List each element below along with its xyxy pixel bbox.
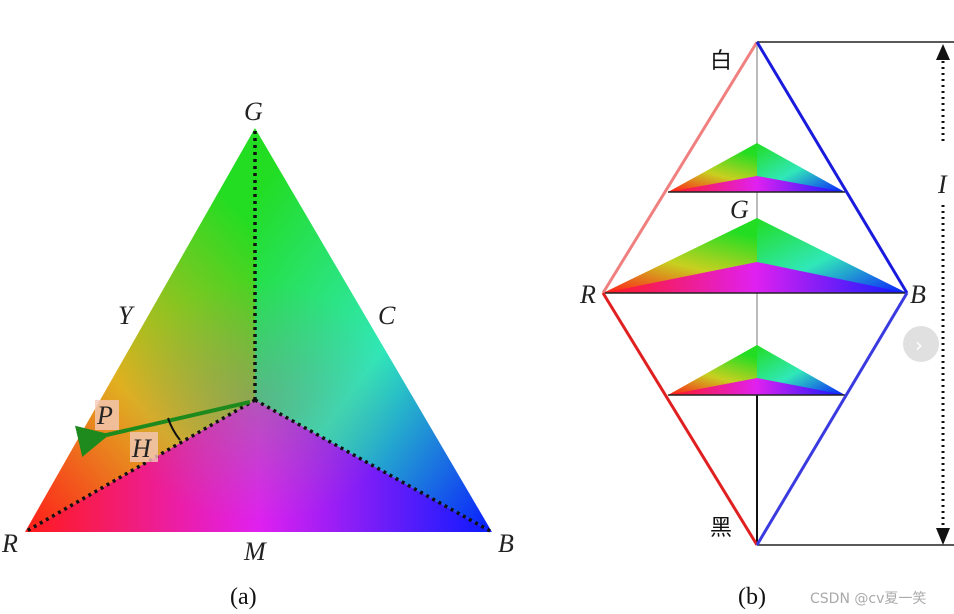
- label-p: P: [96, 401, 113, 430]
- caption-b: (b): [738, 584, 766, 610]
- label-i: I: [937, 170, 948, 199]
- caption-a: (a): [230, 584, 257, 610]
- point-label-bg: [95, 400, 119, 430]
- saturation-arrow: [75, 400, 251, 457]
- arrow-head-down: [936, 528, 950, 545]
- label-c: C: [378, 301, 396, 330]
- label-y: Y: [118, 301, 135, 330]
- watermark: CSDN @cv夏一笑: [810, 591, 926, 607]
- hue-triangle: [24, 128, 493, 534]
- label-b: B: [498, 529, 514, 558]
- label-b-g: G: [730, 195, 749, 224]
- chevron-right-icon: ›: [915, 333, 923, 357]
- edge-blue-black: [755, 292, 909, 546]
- label-r: R: [1, 529, 18, 558]
- label-h: H: [131, 434, 152, 463]
- middle-slice: [603, 218, 907, 294]
- label-b-b: B: [910, 280, 926, 309]
- axis-to-red: [24, 398, 256, 534]
- upper-slice: [668, 143, 845, 193]
- edge-white-red: [601, 41, 759, 294]
- label-m: M: [243, 537, 267, 566]
- edge-white-blue: [755, 41, 909, 294]
- arrow-head-up: [936, 44, 950, 60]
- axis-to-blue: [254, 398, 493, 534]
- hue-angle-arc: [167, 417, 181, 441]
- label-white: 白: [710, 49, 732, 74]
- edge-red-black: [601, 292, 759, 546]
- center-shade: [25, 128, 492, 532]
- hue-label-bg: [130, 432, 158, 462]
- next-image-button[interactable]: ›: [903, 326, 939, 362]
- label-black: 黑: [710, 516, 732, 541]
- label-g: G: [244, 97, 263, 126]
- lower-slice: [668, 345, 845, 396]
- label-b-r: R: [579, 280, 596, 309]
- hsi-double-cone: [601, 41, 954, 546]
